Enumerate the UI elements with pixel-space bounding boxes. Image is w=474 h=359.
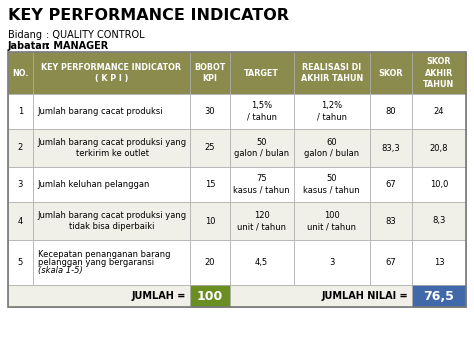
Bar	[33, 167, 190, 202]
Text: JUMLAH =: JUMLAH =	[132, 291, 186, 301]
Text: 30: 30	[205, 107, 215, 116]
Bar	[33, 129, 190, 167]
Bar	[8, 129, 33, 167]
Text: KEY PERFORMANCE INDICATOR: KEY PERFORMANCE INDICATOR	[8, 8, 289, 23]
Text: 120
unit / tahun: 120 unit / tahun	[237, 211, 286, 231]
Bar	[190, 129, 229, 167]
Text: 1,5%
/ tahun: 1,5% / tahun	[246, 102, 277, 122]
Text: 80: 80	[385, 107, 396, 116]
Text: Jumlah barang cacat produksi yang
terkirim ke outlet: Jumlah barang cacat produksi yang terkir…	[37, 138, 187, 158]
Text: 4: 4	[18, 216, 23, 225]
Bar	[229, 167, 293, 202]
Bar	[8, 94, 33, 129]
Bar	[190, 202, 229, 240]
Text: 76,5: 76,5	[423, 289, 455, 303]
Bar	[412, 202, 466, 240]
Text: 20,8: 20,8	[429, 144, 448, 153]
Bar	[8, 285, 466, 307]
Bar	[370, 202, 412, 240]
Bar	[370, 52, 412, 94]
Bar	[8, 167, 33, 202]
Bar	[293, 129, 370, 167]
Text: Jumlah keluhan pelanggan: Jumlah keluhan pelanggan	[37, 180, 150, 189]
Bar	[8, 240, 33, 285]
Text: 67: 67	[385, 180, 396, 189]
Text: JUMLAH NILAI =: JUMLAH NILAI =	[321, 291, 408, 301]
Text: 15: 15	[205, 180, 215, 189]
Text: 5: 5	[18, 258, 23, 267]
Text: KEY PERFORMANCE INDICATOR
( K P I ): KEY PERFORMANCE INDICATOR ( K P I )	[41, 63, 182, 83]
Text: 25: 25	[205, 144, 215, 153]
Bar	[412, 94, 466, 129]
Text: 1: 1	[18, 107, 23, 116]
Text: 1,2%
/ tahun: 1,2% / tahun	[317, 102, 347, 122]
Text: NO.: NO.	[12, 69, 28, 78]
Text: 20: 20	[205, 258, 215, 267]
Text: 10,0: 10,0	[430, 180, 448, 189]
Text: 67: 67	[385, 258, 396, 267]
Bar	[412, 240, 466, 285]
Text: : MANAGER: : MANAGER	[46, 41, 108, 51]
Bar	[370, 94, 412, 129]
Bar	[229, 52, 293, 94]
Text: 50
galon / bulan: 50 galon / bulan	[234, 138, 289, 158]
Text: : QUALITY CONTROL: : QUALITY CONTROL	[46, 30, 145, 40]
Text: 8,3: 8,3	[432, 216, 446, 225]
Text: 4,5: 4,5	[255, 258, 268, 267]
Bar	[33, 202, 190, 240]
Text: Jabatan: Jabatan	[8, 41, 50, 51]
Bar	[33, 94, 190, 129]
Bar	[8, 52, 33, 94]
Bar	[293, 94, 370, 129]
Bar	[229, 240, 293, 285]
Text: TARGET: TARGET	[244, 69, 279, 78]
Text: BOBOT
KPI: BOBOT KPI	[194, 63, 226, 83]
Bar	[33, 240, 190, 285]
Bar	[412, 285, 466, 307]
Bar	[190, 52, 229, 94]
Text: 100
unit / tahun: 100 unit / tahun	[307, 211, 356, 231]
Text: 2: 2	[18, 144, 23, 153]
Bar	[190, 94, 229, 129]
Bar	[8, 202, 33, 240]
Text: 83,3: 83,3	[382, 144, 400, 153]
Text: 50
kasus / tahun: 50 kasus / tahun	[303, 174, 360, 195]
Bar	[229, 94, 293, 129]
Bar	[190, 285, 229, 307]
Bar	[33, 52, 190, 94]
Text: Bidang: Bidang	[8, 30, 42, 40]
Bar	[190, 167, 229, 202]
Text: 3: 3	[18, 180, 23, 189]
Bar	[293, 167, 370, 202]
Bar	[190, 240, 229, 285]
Text: Kecepatan penanganan barang: Kecepatan penanganan barang	[37, 250, 170, 259]
Text: (skala 1-5): (skala 1-5)	[37, 266, 82, 275]
Text: 24: 24	[434, 107, 444, 116]
Bar	[293, 202, 370, 240]
Bar	[370, 167, 412, 202]
Text: 13: 13	[434, 258, 444, 267]
Bar	[8, 52, 466, 307]
Bar	[229, 202, 293, 240]
Text: SKOR
AKHIR
TAHUN: SKOR AKHIR TAHUN	[423, 57, 455, 89]
Bar	[412, 52, 466, 94]
Bar	[370, 240, 412, 285]
Bar	[412, 129, 466, 167]
Bar	[293, 240, 370, 285]
Bar	[412, 167, 466, 202]
Text: 10: 10	[205, 216, 215, 225]
Text: 83: 83	[385, 216, 396, 225]
Bar	[370, 129, 412, 167]
Text: 3: 3	[329, 258, 335, 267]
Text: Jumlah barang cacat produksi: Jumlah barang cacat produksi	[37, 107, 163, 116]
Text: 100: 100	[197, 289, 223, 303]
Text: REALISASI DI
AKHIR TAHUN: REALISASI DI AKHIR TAHUN	[301, 63, 363, 83]
Text: 75
kasus / tahun: 75 kasus / tahun	[233, 174, 290, 195]
Bar	[229, 129, 293, 167]
Text: Jumlah barang cacat produksi yang
tidak bisa diperbaiki: Jumlah barang cacat produksi yang tidak …	[37, 211, 187, 231]
Text: SKOR: SKOR	[379, 69, 403, 78]
Text: pelanggan yang bergaransi: pelanggan yang bergaransi	[37, 258, 154, 267]
Text: 60
galon / bulan: 60 galon / bulan	[304, 138, 359, 158]
Bar	[293, 52, 370, 94]
